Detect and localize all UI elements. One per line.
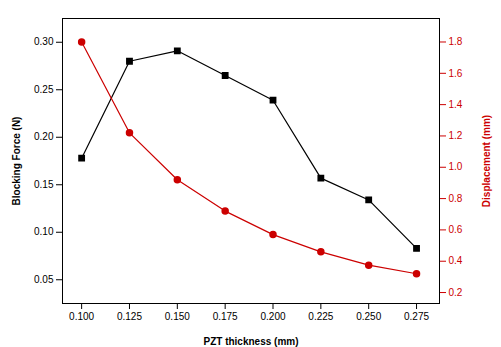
svg-text:0.100: 0.100 xyxy=(69,311,94,322)
svg-text:PZT thickness (mm): PZT thickness (mm) xyxy=(203,336,298,347)
svg-text:1.0: 1.0 xyxy=(449,161,463,172)
svg-text:0.20: 0.20 xyxy=(34,131,54,142)
svg-text:0.15: 0.15 xyxy=(34,179,54,190)
svg-text:0.8: 0.8 xyxy=(449,193,463,204)
svg-text:0.4: 0.4 xyxy=(449,255,463,266)
svg-text:1.6: 1.6 xyxy=(449,68,463,79)
svg-text:0.200: 0.200 xyxy=(260,311,285,322)
svg-text:0.30: 0.30 xyxy=(34,36,54,47)
svg-text:1.2: 1.2 xyxy=(449,130,463,141)
svg-text:0.05: 0.05 xyxy=(34,274,54,285)
svg-text:0.175: 0.175 xyxy=(213,311,238,322)
svg-text:0.225: 0.225 xyxy=(308,311,333,322)
svg-text:0.10: 0.10 xyxy=(34,226,54,237)
svg-text:1.8: 1.8 xyxy=(449,36,463,47)
svg-text:0.275: 0.275 xyxy=(404,311,429,322)
svg-text:Blocking Force (N): Blocking Force (N) xyxy=(11,117,22,206)
svg-text:0.125: 0.125 xyxy=(117,311,142,322)
svg-text:Displacement (mm): Displacement (mm) xyxy=(481,115,492,207)
svg-text:0.250: 0.250 xyxy=(356,311,381,322)
svg-text:1.4: 1.4 xyxy=(449,99,463,110)
svg-text:0.25: 0.25 xyxy=(34,84,54,95)
svg-text:0.150: 0.150 xyxy=(165,311,190,322)
svg-text:0.2: 0.2 xyxy=(449,287,463,298)
svg-text:0.6: 0.6 xyxy=(449,224,463,235)
